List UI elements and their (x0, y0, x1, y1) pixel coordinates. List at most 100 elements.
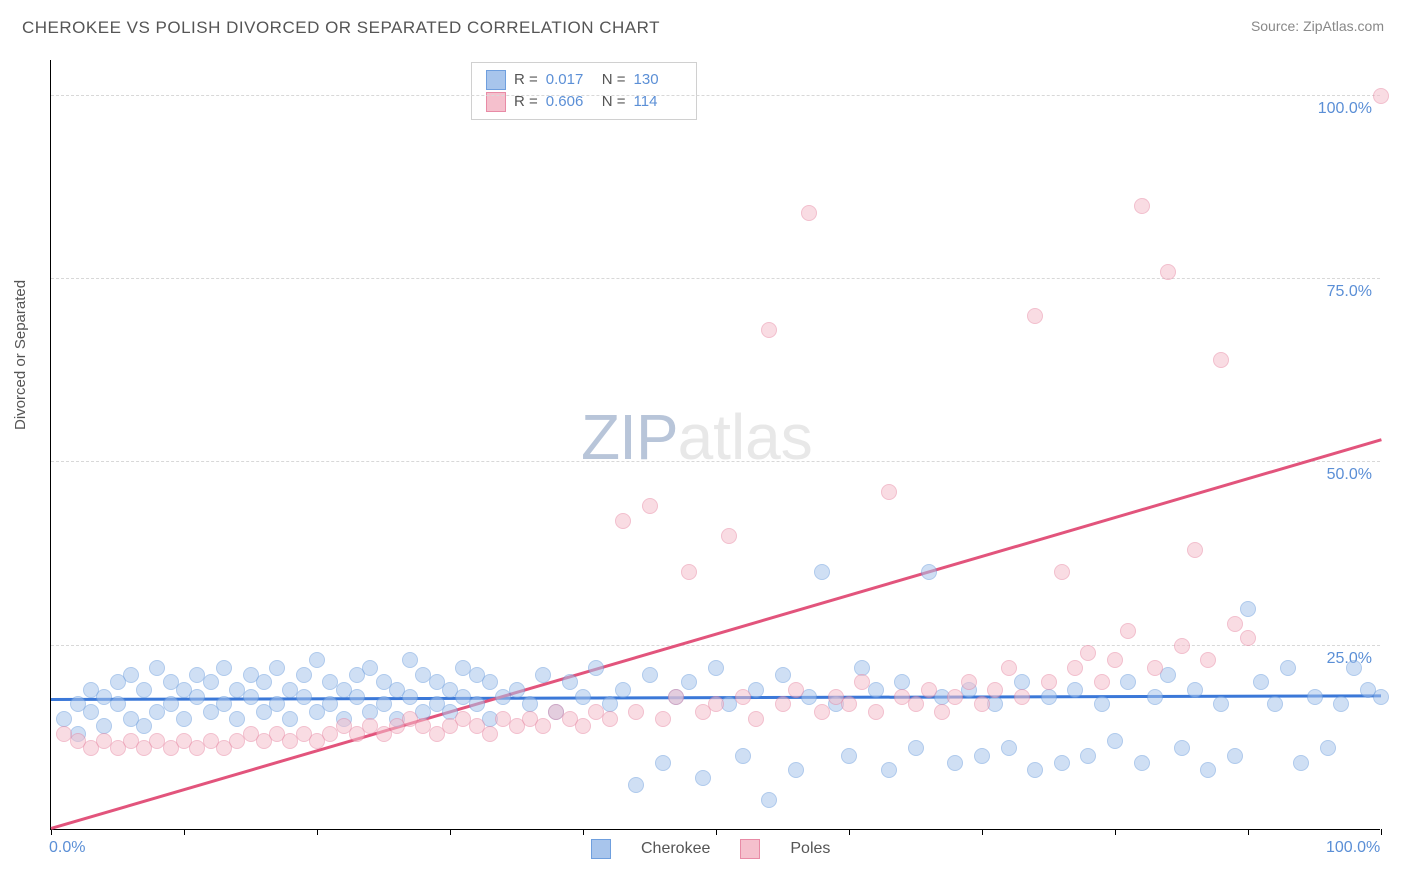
data-point (1027, 762, 1043, 778)
data-point (402, 689, 418, 705)
data-point (615, 682, 631, 698)
legend-label-cherokee: Cherokee (641, 840, 710, 858)
x-tick-mark (716, 829, 717, 835)
data-point (1054, 564, 1070, 580)
legend-label-poles: Poles (790, 840, 830, 858)
y-tick-label: 50.0% (1327, 466, 1372, 484)
data-point (1200, 762, 1216, 778)
data-point (1174, 740, 1190, 756)
x-tick-mark (1381, 829, 1382, 835)
data-point (974, 696, 990, 712)
data-point (509, 682, 525, 698)
data-point (256, 674, 272, 690)
data-point (681, 674, 697, 690)
data-point (655, 755, 671, 771)
data-point (402, 652, 418, 668)
chart-container: CHEROKEE VS POLISH DIVORCED OR SEPARATED… (0, 0, 1406, 892)
data-point (309, 652, 325, 668)
data-point (1333, 696, 1349, 712)
x-tick-mark (583, 829, 584, 835)
data-point (1373, 88, 1389, 104)
data-point (735, 689, 751, 705)
data-point (908, 696, 924, 712)
data-point (921, 564, 937, 580)
data-point (362, 660, 378, 676)
data-point (282, 711, 298, 727)
y-tick-label: 75.0% (1327, 283, 1372, 301)
data-point (203, 674, 219, 690)
data-point (189, 689, 205, 705)
data-point (296, 689, 312, 705)
data-point (721, 528, 737, 544)
x-tick-mark (184, 829, 185, 835)
data-point (269, 660, 285, 676)
data-point (788, 682, 804, 698)
data-point (881, 762, 897, 778)
data-point (761, 322, 777, 338)
data-point (110, 696, 126, 712)
data-point (1253, 674, 1269, 690)
data-point (1227, 616, 1243, 632)
data-point (602, 711, 618, 727)
gridline-h (51, 278, 1380, 279)
data-point (1147, 689, 1163, 705)
data-point (642, 667, 658, 683)
x-tick-mark (450, 829, 451, 835)
data-point (908, 740, 924, 756)
data-point (788, 762, 804, 778)
data-point (96, 718, 112, 734)
data-point (1120, 674, 1136, 690)
source-attribution: Source: ZipAtlas.com (1251, 18, 1384, 34)
data-point (1107, 652, 1123, 668)
data-point (56, 711, 72, 727)
data-point (881, 484, 897, 500)
data-point (681, 564, 697, 580)
source-prefix: Source: (1251, 18, 1303, 34)
data-point (229, 711, 245, 727)
legend-n-value-cherokee: 130 (634, 69, 682, 91)
data-point (136, 682, 152, 698)
chart-title: CHEROKEE VS POLISH DIVORCED OR SEPARATED… (22, 18, 660, 38)
data-point (1213, 696, 1229, 712)
x-tick-label: 100.0% (1326, 839, 1380, 857)
data-point (1107, 733, 1123, 749)
legend-swatch-cherokee (591, 839, 611, 859)
data-point (814, 564, 830, 580)
x-tick-mark (849, 829, 850, 835)
plot-area: ZIPatlas R = 0.017 N = 130 R = 0.606 N =… (50, 60, 1380, 830)
data-point (1067, 682, 1083, 698)
data-point (296, 667, 312, 683)
source-link[interactable]: ZipAtlas.com (1303, 18, 1384, 34)
data-point (1200, 652, 1216, 668)
data-point (349, 689, 365, 705)
data-point (1373, 689, 1389, 705)
data-point (216, 696, 232, 712)
data-point (1027, 308, 1043, 324)
data-point (974, 748, 990, 764)
data-point (149, 660, 165, 676)
data-point (482, 726, 498, 742)
data-point (535, 718, 551, 734)
data-point (83, 704, 99, 720)
data-point (1267, 696, 1283, 712)
y-axis-label: Divorced or Separated (12, 280, 29, 430)
data-point (628, 704, 644, 720)
data-point (801, 205, 817, 221)
data-point (1240, 601, 1256, 617)
data-point (1120, 623, 1136, 639)
data-point (668, 689, 684, 705)
data-point (1080, 748, 1096, 764)
x-tick-mark (317, 829, 318, 835)
data-point (243, 689, 259, 705)
data-point (1001, 660, 1017, 676)
correlation-legend: R = 0.017 N = 130 R = 0.606 N = 114 (471, 62, 697, 120)
data-point (655, 711, 671, 727)
x-tick-mark (982, 829, 983, 835)
x-tick-mark (1115, 829, 1116, 835)
data-point (1213, 352, 1229, 368)
x-tick-mark (1248, 829, 1249, 835)
legend-n-label: N = (602, 69, 626, 91)
data-point (947, 755, 963, 771)
data-point (1147, 660, 1163, 676)
data-point (1094, 696, 1110, 712)
